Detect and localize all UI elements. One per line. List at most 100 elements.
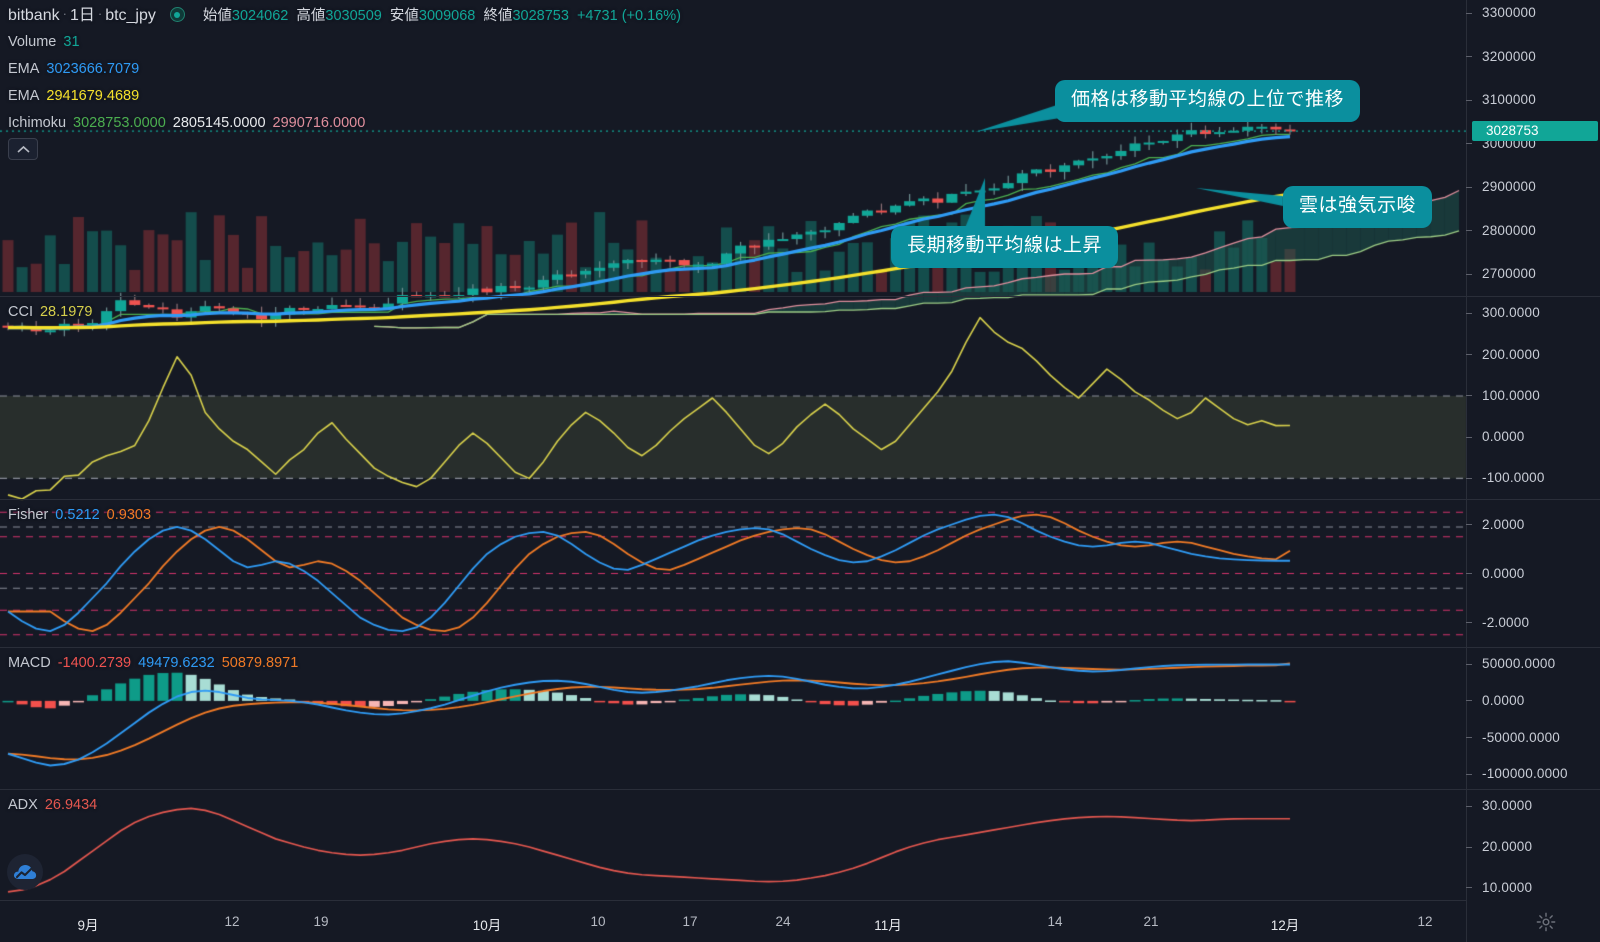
annotation-text: 価格は移動平均線の上位で推移 [1071,89,1345,110]
ema-fast-label: EMA [8,61,40,77]
ichimoku-label: Ichimoku [8,115,67,131]
volume-label: Volume [8,34,57,50]
indicator-tick: 300.0000 [1466,305,1600,321]
indicator-tick: -2.0000 [1466,615,1600,631]
annotation-long-ma-rising[interactable]: 長期移動平均線は上昇 [891,226,1119,268]
time-tick: 19 [313,914,329,929]
indicator-tick: 50000.0000 [1466,656,1600,672]
high-label: 高値 [296,8,326,24]
cci-value: 28.1979 [39,304,93,320]
volume-legend[interactable]: Volume 31 [8,32,80,52]
time-tick: 14 [1047,914,1063,929]
indicator-tick: 2.0000 [1466,517,1600,533]
app-logo[interactable] [7,854,43,890]
macd-value-2: 49479.6232 [138,655,215,671]
macd-legend[interactable]: MACD -1400.2739 49479.6232 50879.8971 [8,653,298,673]
symbol-header[interactable]: bitbank · 1日 · btc_jpy 始値3024062 高値3030509 安値… [8,4,681,26]
close-label: 終値 [483,8,513,24]
indicator-tick: 10.0000 [1466,880,1600,896]
ema-fast-value: 3023666.7079 [46,61,140,77]
ema-slow-label: EMA [8,88,40,104]
indicator-tick: -100.0000 [1466,470,1600,486]
ohlc-values: 始値3024062 高値3030509 安値3009068 終値3028753 … [203,8,681,24]
indicator-tick: 200.0000 [1466,347,1600,363]
ichimoku-value-3: 2990716.0000 [272,115,366,131]
open-label: 始値 [202,8,232,24]
price-tick: 3300000 [1466,5,1600,21]
indicator-tick: -50000.0000 [1466,730,1600,746]
time-scale[interactable]: 9月 12 19 10月 10 17 24 11月 14 21 12月 12 [0,900,1466,942]
ema-slow-value: 2941679.4689 [46,88,140,104]
macd-value-1: -1400.2739 [57,655,132,671]
pane-separator [0,647,1600,648]
cci-legend[interactable]: CCI 28.1979 [8,302,92,322]
chevron-up-icon [16,145,30,153]
price-scale[interactable]: 3300000 3200000 3100000 3000000 2900000 28000… [1466,0,1600,942]
adx-value: 26.9434 [44,797,98,813]
time-tick: 21 [1143,914,1159,929]
fisher-legend[interactable]: Fisher 0.5212 0.9303 [8,505,151,525]
adx-label: ADX [8,797,38,813]
market-status-icon [169,7,185,22]
cci-label: CCI [8,304,33,320]
annotation-cloud-bullish[interactable]: 雲は強気示唆 [1283,186,1433,228]
ichimoku-legend[interactable]: Ichimoku 3028753.0000 2805145.0000 2990716.… [8,113,365,133]
ichimoku-value-1: 3028753.0000 [73,115,166,131]
price-tick: 3100000 [1466,92,1600,108]
ichimoku-value-2: 2805145.0000 [172,115,266,131]
change-value: +4731 [576,8,618,24]
low-value: 3009068 [418,8,476,24]
pane-separator [0,499,1600,500]
annotation-price-above-ma[interactable]: 価格は移動平均線の上位で推移 [1055,80,1361,122]
gear-icon[interactable] [1536,912,1556,932]
ema-slow-legend[interactable]: EMA 2941679.4689 [8,86,139,106]
time-tick: 17 [682,914,698,929]
macd-label: MACD [8,655,51,671]
annotation-text: 長期移動平均線は上昇 [907,235,1103,256]
ema-fast-legend[interactable]: EMA 3023666.7079 [8,59,139,79]
time-tick: 10 [590,914,606,929]
separator-dot: · [62,6,67,21]
separator-dot: · [97,6,103,21]
interval-label[interactable]: 1日 [69,7,95,24]
time-tick: 10月 [472,918,502,933]
adx-legend[interactable]: ADX 26.9434 [8,795,97,815]
time-tick: 11月 [874,918,902,933]
annotation-text: 雲は強気示唆 [1299,195,1417,216]
symbol-label[interactable]: btc_jpy [105,7,156,24]
price-tick: 3200000 [1466,49,1600,65]
fisher-label: Fisher [8,507,49,523]
last-price-badge[interactable]: 3028753 [1472,121,1598,142]
indicator-tick: 20.0000 [1466,839,1600,855]
price-tick: 2900000 [1466,179,1600,195]
low-label: 安値 [389,8,419,24]
exchange-label[interactable]: bitbank [8,7,60,24]
app-logo-icon [13,865,37,879]
price-tick: 2700000 [1466,266,1600,282]
time-tick: 24 [775,914,791,929]
close-value: 3028753 [512,8,569,24]
macd-value-3: 50879.8971 [221,655,299,671]
high-value: 3030509 [325,8,382,24]
time-tick: 12月 [1270,918,1300,933]
change-percent: (+0.16%) [621,8,681,24]
fisher-value-1: 0.5212 [55,507,100,523]
time-tick: 9月 [77,918,99,933]
indicator-tick: 100.0000 [1466,388,1600,404]
open-value: 3024062 [231,8,289,24]
indicator-tick: 0.0000 [1466,429,1600,445]
time-tick: 12 [1417,914,1433,929]
indicator-tick: 0.0000 [1466,566,1600,582]
indicator-tick: -100000.0000 [1466,766,1600,782]
time-tick: 12 [224,914,240,929]
pane-separator [0,296,1600,297]
volume-value: 31 [63,34,80,50]
pane-separator [0,789,1600,790]
indicator-tick: 0.0000 [1466,693,1600,709]
collapse-pane-button[interactable] [8,138,38,160]
fisher-value-2: 0.9303 [106,507,152,523]
price-tick: 2800000 [1466,223,1600,239]
indicator-tick: 30.0000 [1466,798,1600,814]
